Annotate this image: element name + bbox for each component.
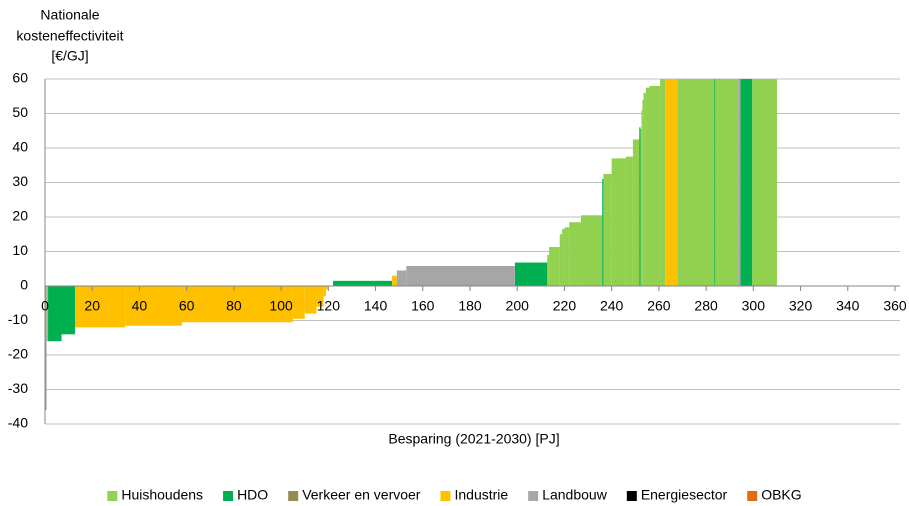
bar (45, 286, 47, 411)
x-tick-label: 140 (364, 298, 388, 314)
bar (665, 79, 678, 286)
bar (580, 215, 603, 286)
bar (660, 79, 666, 286)
x-tick-label: 240 (600, 298, 624, 314)
bar (602, 179, 604, 286)
x-axis-label: Besparing (2021-2030) [PJ] (388, 431, 559, 447)
legend-swatch (288, 491, 299, 501)
y-tick-label: 40 (12, 139, 28, 155)
x-tick-label: 160 (411, 298, 435, 314)
bar (603, 173, 612, 286)
x-tick-label: 360 (883, 298, 907, 314)
y-tick-label: -30 (8, 380, 28, 396)
legend-swatch (626, 491, 637, 501)
bar (611, 158, 626, 286)
x-tick-label: 80 (226, 298, 242, 314)
bar (752, 79, 777, 286)
bar (642, 99, 644, 286)
bar (643, 92, 646, 286)
bar (559, 234, 563, 286)
legend-swatch (747, 491, 758, 501)
bar (396, 270, 407, 286)
bar (125, 286, 182, 326)
x-tick-label: 260 (647, 298, 671, 314)
y-axis-label: [€/GJ] (51, 48, 88, 64)
x-tick-label: 180 (458, 298, 482, 314)
bar (639, 127, 641, 286)
x-tick-label: 220 (553, 298, 577, 314)
y-tick-label: 50 (12, 104, 28, 120)
y-tick-label: -20 (8, 346, 28, 362)
bar (649, 85, 661, 287)
x-tick-label: 300 (742, 298, 766, 314)
bar (625, 156, 633, 286)
bar (325, 286, 329, 290)
y-tick-label: -40 (8, 415, 28, 431)
bar (569, 222, 581, 286)
bar (738, 79, 741, 286)
x-tick-label: 340 (836, 298, 860, 314)
bar (549, 247, 560, 286)
x-tick-label: 320 (789, 298, 813, 314)
bar (714, 79, 716, 286)
legend-swatch (440, 491, 451, 501)
bar (292, 286, 305, 319)
y-tick-label: 30 (12, 173, 28, 189)
legend-label: Energiesector (641, 487, 728, 503)
legend-label: Huishoudens (121, 487, 203, 503)
x-tick-label: 20 (84, 298, 100, 314)
legend-swatch (107, 491, 118, 501)
bar (547, 254, 550, 286)
bar (514, 262, 548, 286)
y-tick-label: 0 (20, 277, 28, 293)
bar (181, 286, 293, 323)
bar (640, 129, 642, 286)
bar (304, 286, 317, 314)
bar (316, 286, 324, 307)
x-tick-label: 60 (179, 298, 195, 314)
y-tick-label: -10 (8, 311, 28, 327)
legend-label: Industrie (454, 487, 508, 503)
x-tick-label: 0 (41, 298, 49, 314)
bar (61, 286, 75, 335)
bar (46, 286, 49, 342)
bar (323, 286, 326, 297)
y-axis-label: Nationale (40, 7, 99, 23)
bar (677, 79, 715, 286)
x-tick-label: 120 (317, 298, 341, 314)
bar (740, 79, 753, 286)
legend-label: Verkeer en vervoer (302, 487, 421, 503)
y-tick-label: 10 (12, 242, 28, 258)
bar (632, 139, 640, 286)
y-axis-label: kosteneffectiviteit (16, 28, 123, 44)
bar (333, 280, 393, 286)
bar (645, 87, 650, 286)
bar (392, 275, 397, 286)
legend-label: Landbouw (542, 487, 608, 503)
legend-label: HDO (237, 487, 268, 503)
legend-swatch (223, 491, 234, 501)
bar (564, 227, 570, 286)
bar (641, 110, 643, 286)
y-tick-label: 60 (12, 70, 28, 86)
x-tick-label: 200 (506, 298, 530, 314)
bar (406, 265, 515, 286)
bar (48, 286, 62, 342)
y-tick-label: 20 (12, 208, 28, 224)
bar (715, 79, 739, 286)
bar (74, 286, 126, 328)
x-tick-label: 40 (132, 298, 148, 314)
bar (562, 229, 565, 286)
legend-swatch (528, 491, 539, 501)
x-tick-label: 100 (269, 298, 293, 314)
legend-label: OBKG (761, 487, 801, 503)
x-tick-label: 280 (694, 298, 718, 314)
